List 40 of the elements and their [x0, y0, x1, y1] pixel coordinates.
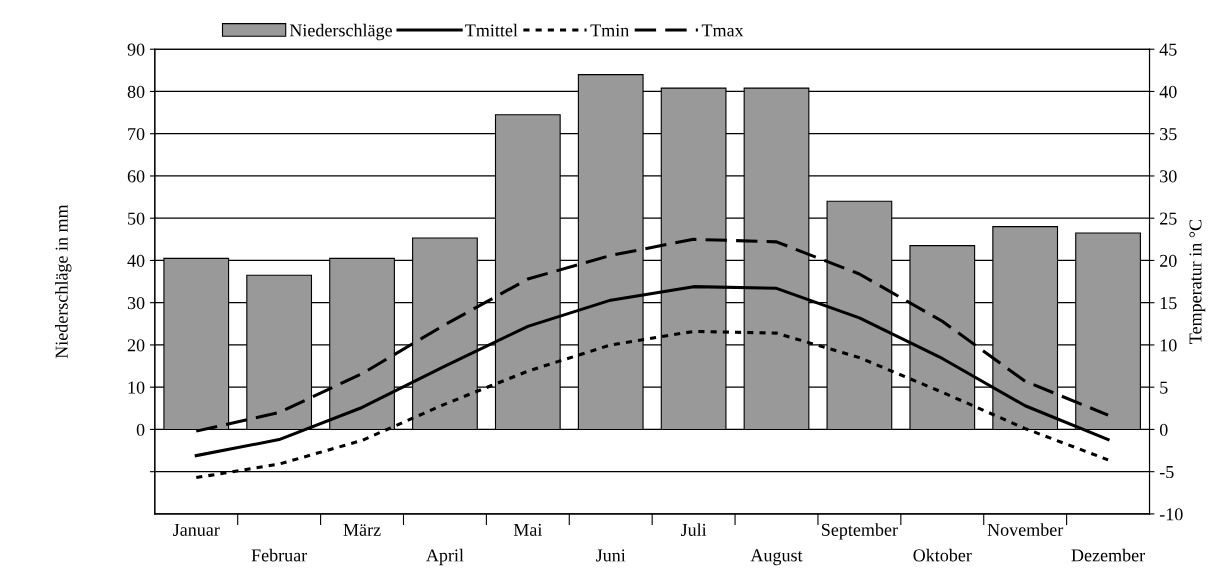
x-tick-label: September	[822, 523, 898, 540]
y-tick-label: 0	[136, 423, 145, 436]
y2-tick-label: 10	[1160, 339, 1177, 352]
y-axis-title: Niederschläge in mm	[55, 204, 72, 359]
y-tick-label: 20	[127, 339, 145, 352]
x-tick-label: Februar	[251, 548, 308, 562]
y2-tick-label: 15	[1160, 297, 1177, 310]
y-tick-label: 80	[127, 85, 145, 98]
x-tick-label: Dezember	[1071, 548, 1145, 562]
y2-tick-label: -5	[1159, 466, 1174, 479]
legend-label: Niederschläge	[289, 23, 392, 41]
x-tick-label: März	[343, 523, 381, 536]
y2-axis-title: Temperatur in °C	[1189, 219, 1206, 344]
y2-tick-label: 20	[1160, 254, 1177, 267]
y2-tick-label: 5	[1160, 381, 1168, 394]
y2-tick-label: 35	[1160, 128, 1177, 141]
y2-tick-label: 0	[1159, 423, 1168, 436]
legend-label: Tmax	[701, 24, 744, 37]
x-tick-label: April	[426, 548, 464, 566]
y-tick-label: 30	[127, 296, 145, 310]
y-tick-label: 90	[127, 43, 145, 56]
y-tick-label: 70	[128, 127, 145, 141]
legend-label: Tmin	[590, 24, 630, 37]
y2-tick-label: 25	[1160, 212, 1177, 225]
x-tick-label: Januar	[173, 523, 220, 536]
x-tick-label: Oktober	[913, 548, 972, 562]
y2-tick-label: 40	[1159, 85, 1177, 98]
y-tick-label: 60	[127, 170, 145, 183]
y2-tick-label: -10	[1159, 508, 1183, 521]
x-tick-label: Mai	[513, 523, 543, 536]
legend-label: Tmittel	[465, 23, 518, 37]
x-tick-label: Juli	[680, 523, 707, 536]
x-tick-label: November	[987, 523, 1064, 536]
x-tick-label: August	[750, 549, 803, 566]
y2-tick-label: 45	[1159, 43, 1177, 56]
y2-tick-label: 30	[1160, 170, 1177, 183]
x-tick-label: Juni	[596, 549, 626, 562]
y-tick-label: 50	[128, 212, 145, 225]
y-tick-label: 40	[127, 254, 145, 267]
y-tick-label: 10	[128, 381, 145, 394]
